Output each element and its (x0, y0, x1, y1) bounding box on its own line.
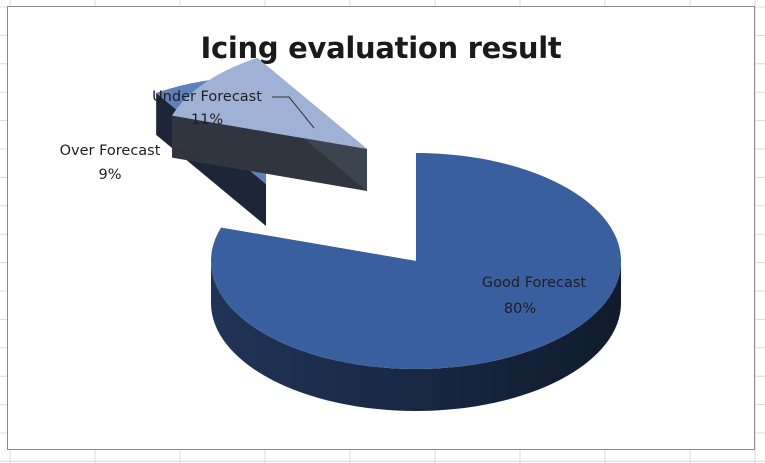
leader-line-under-forecast (272, 96, 315, 129)
data-label-under-forecast-percent: 11% (191, 112, 223, 128)
pie-slice-good-forecast[interactable] (210, 153, 621, 411)
chart-title: Icing evaluation result (200, 31, 562, 65)
data-label-good-forecast: Good Forecast (482, 275, 586, 291)
data-label-good-forecast-percent: 80% (504, 301, 536, 317)
pie-slice-cut-face (172, 115, 367, 191)
data-label-over-forecast-percent: 9% (98, 167, 121, 183)
data-label-over-forecast: Over Forecast (60, 143, 161, 159)
leader-line-over-forecast (172, 150, 203, 162)
pie-slice-top (172, 57, 367, 149)
pie-slice-side (211, 261, 621, 411)
pie-slice-top (210, 153, 621, 370)
data-label-under-forecast: Under Forecast (152, 89, 262, 105)
pie-slice-under-forecast[interactable] (172, 57, 367, 191)
